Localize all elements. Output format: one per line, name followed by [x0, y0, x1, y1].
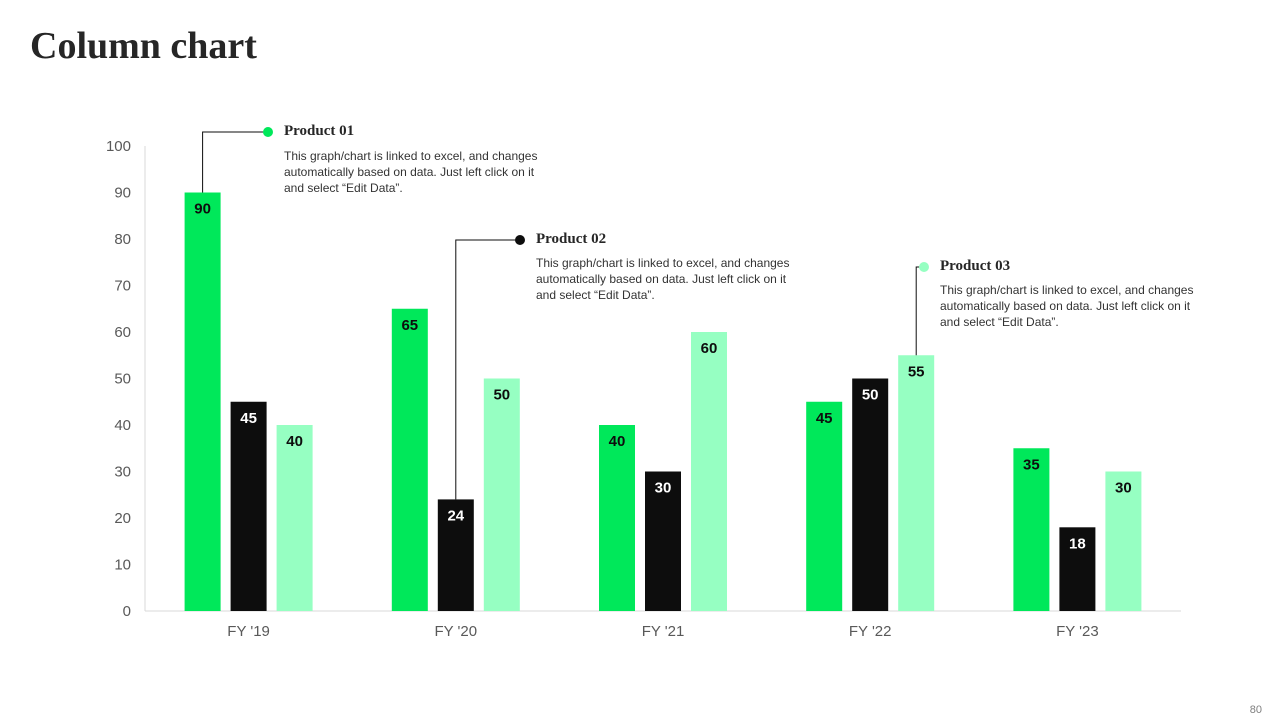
data-label: 35: [1023, 456, 1040, 473]
y-tick-label: 70: [114, 278, 131, 295]
product-02-description: This graph/chart is linked to excel, and…: [536, 256, 790, 302]
data-label: 40: [286, 433, 303, 450]
data-label: 50: [493, 387, 510, 404]
x-tick-label: FY '23: [1056, 623, 1099, 640]
x-tick-label: FY '20: [434, 623, 477, 640]
slide-title: Column chart: [30, 25, 257, 67]
callout-line: [202, 131, 268, 193]
bar: [276, 425, 313, 611]
y-tick-label: 0: [123, 603, 131, 620]
product-02-heading: Product 02: [536, 231, 607, 247]
bar: [898, 355, 935, 611]
data-label: 30: [1115, 480, 1132, 497]
bar: [645, 471, 681, 611]
y-tick-label: 40: [114, 417, 131, 434]
bar: [852, 378, 889, 611]
data-label: 55: [908, 363, 925, 380]
callout-dot: [263, 127, 273, 137]
callout-line: [455, 239, 520, 500]
y-tick-label: 30: [114, 464, 131, 481]
y-tick-label: 50: [114, 371, 131, 388]
y-tick-label: 80: [114, 231, 131, 248]
x-tick-label: FY '19: [227, 623, 270, 640]
x-tick-label: FY '21: [642, 623, 685, 640]
bar: [184, 192, 221, 611]
bar: [230, 401, 267, 611]
product-01-description: This graph/chart is linked to excel, and…: [284, 149, 538, 195]
data-label: 18: [1069, 535, 1086, 552]
y-tick-label: 90: [114, 185, 131, 202]
data-label: 30: [655, 480, 672, 497]
callout-dot: [515, 235, 525, 245]
product-03-description: This graph/chart is linked to excel, and…: [940, 283, 1194, 329]
y-tick-label: 100: [106, 138, 131, 155]
product-03-heading: Product 03: [940, 258, 1011, 274]
callout-dot: [919, 262, 929, 272]
bar: [1013, 448, 1050, 611]
data-label: 45: [240, 410, 257, 427]
data-label: 65: [401, 317, 418, 334]
bar: [1105, 471, 1142, 611]
bar: [599, 425, 635, 611]
y-tick-label: 10: [114, 557, 131, 574]
x-tick-label: FY '22: [849, 623, 892, 640]
data-label: 40: [609, 433, 626, 450]
callout-line: [915, 266, 924, 356]
y-tick-label: 20: [114, 510, 131, 527]
product-01-heading: Product 01: [284, 123, 355, 139]
bar: [1059, 527, 1096, 611]
bar: [391, 308, 428, 611]
data-label: 24: [447, 507, 464, 524]
data-label: 50: [862, 387, 879, 404]
bar: [806, 401, 843, 611]
y-tick-label: 60: [114, 324, 131, 341]
page-number: 80: [1249, 704, 1262, 716]
bar: [437, 499, 474, 611]
bar: [483, 378, 520, 611]
data-label: 45: [816, 410, 833, 427]
data-label: 90: [194, 201, 211, 218]
data-label: 60: [701, 340, 718, 357]
bar: [691, 332, 727, 611]
